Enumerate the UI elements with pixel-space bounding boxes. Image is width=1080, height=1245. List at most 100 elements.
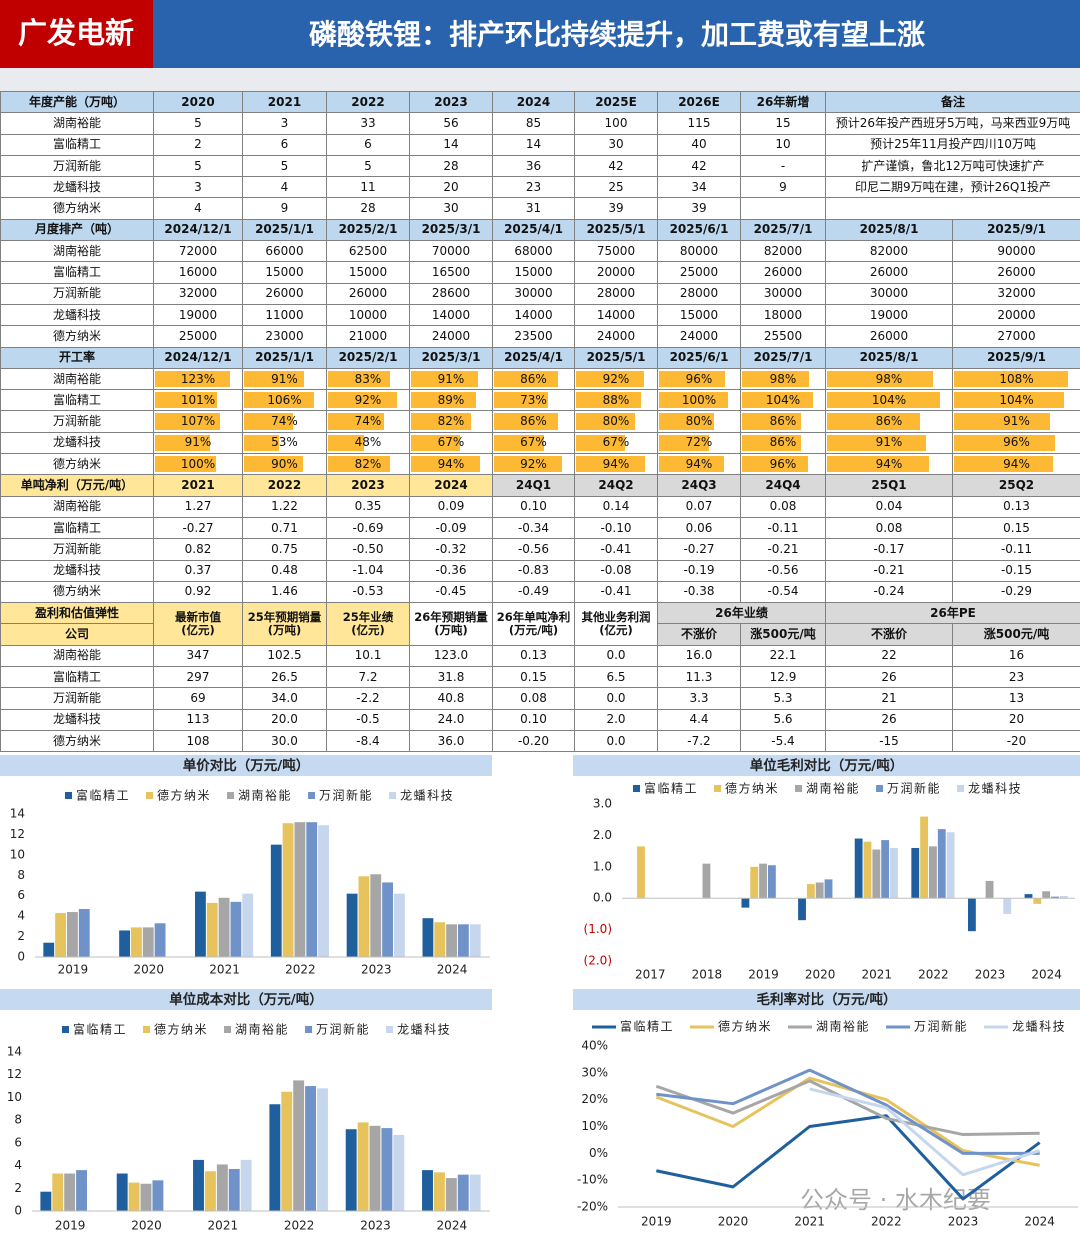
- cell: 0.08: [740, 495, 826, 518]
- legend-label: 湖南裕能: [238, 788, 292, 803]
- data-row: 富临精工 2 6 6 14 14 30 40 10 预计25年11月投产四川10万吨: [0, 133, 1080, 156]
- bar-cell: 80%: [574, 410, 658, 433]
- cell: -15: [825, 729, 953, 753]
- cell: -2.2: [326, 687, 410, 710]
- cell: 10: [740, 133, 826, 156]
- value-label: 106%: [267, 392, 302, 407]
- cell: 19000: [825, 303, 953, 327]
- header-cell: 开工率: [0, 346, 154, 369]
- x-tick-label: 2020: [131, 1219, 162, 1233]
- bar: [369, 1125, 381, 1211]
- cell: 13: [951, 687, 1080, 710]
- bar: [78, 908, 90, 957]
- y-tick-label: 8: [14, 1113, 22, 1127]
- bar: [946, 832, 955, 899]
- data-row: 湖南裕能 5 3 33 56 85 100 115 15 预计26年投产西班牙5万吨，马来西亚9万…: [0, 112, 1080, 135]
- cell: 23: [951, 666, 1080, 689]
- x-tick-label: 2022: [918, 968, 949, 982]
- bar: [306, 822, 318, 957]
- page-title: 磷酸铁锂：排产环比持续提升，加工费或有望上涨: [309, 18, 925, 51]
- data-bar: [742, 370, 809, 388]
- data-bar: [494, 456, 562, 473]
- cell: 0.92: [153, 580, 243, 604]
- bar: [929, 846, 937, 899]
- cell: -0.27: [657, 538, 741, 561]
- cell: 1.22: [242, 495, 327, 518]
- bar: [767, 865, 776, 899]
- data-bar: [954, 413, 1051, 430]
- cell: 0.0: [574, 687, 658, 710]
- bar: [43, 942, 55, 957]
- bar-cell: 86%: [492, 367, 575, 391]
- cell: 3: [242, 112, 327, 135]
- x-tick-label: 2023: [360, 1219, 391, 1233]
- data-bar: [742, 434, 801, 452]
- x-tick-label: 2019: [58, 963, 89, 977]
- bar-cell: 96%: [951, 431, 1080, 455]
- cell: 预计25年11月投产四川10万吨: [824, 133, 1080, 156]
- cell: 龙蟠科技: [0, 708, 154, 731]
- data-bar: [576, 392, 641, 409]
- cell: 69: [153, 687, 243, 710]
- cell: 16: [951, 644, 1080, 668]
- cell: 0.0: [574, 729, 658, 753]
- bar: [381, 1128, 393, 1211]
- value-label: 91%: [184, 435, 212, 450]
- bar-cell: 74%: [326, 410, 410, 433]
- cell: -0.19: [657, 559, 741, 582]
- data-row: 富临精工 -0.27 0.71 -0.69 -0.09 -0.34 -0.10 0.06 -0.…: [0, 516, 1080, 540]
- cell: 0.10: [492, 708, 575, 731]
- bar: [967, 898, 976, 932]
- legend-label: 龙蟠科技: [1012, 1020, 1066, 1034]
- header-cell: 涨500元/吨: [951, 623, 1080, 646]
- cell: 龙蟠科技: [0, 176, 154, 199]
- cell: 万润新能: [0, 410, 154, 433]
- cell: 2.0: [574, 708, 658, 731]
- cell: 19000: [153, 303, 243, 327]
- header-row: 月度排产（吨） 2024/12/1 2025/1/1 2025/2/1 2025/3/1…: [0, 218, 1080, 242]
- value-label: 83%: [354, 371, 382, 386]
- data-bar: [827, 370, 934, 388]
- cell: 102.5: [242, 644, 327, 668]
- bar: [815, 882, 824, 899]
- header-cell: 26年预期销量 (万吨): [409, 602, 493, 646]
- cell: -0.27: [153, 516, 243, 540]
- header-cell: 2022: [242, 474, 327, 497]
- y-tick-label: 30%: [581, 1065, 608, 1079]
- cell: -0.50: [326, 538, 410, 561]
- cell: 30000: [740, 282, 826, 305]
- cell: 40.8: [409, 687, 493, 710]
- cell: 23500: [492, 325, 575, 348]
- header-cell: 2025/7/1: [740, 218, 826, 242]
- value-label: 86%: [769, 435, 797, 450]
- cell: 0.13: [492, 644, 575, 668]
- y-tick-label: 10: [7, 1090, 22, 1104]
- cell: -0.21: [740, 538, 826, 561]
- header-row: 年度产能（万吨） 2020 2021 2022 2023 2024 2025E 2026E 26…: [0, 90, 1080, 114]
- data-row: 德方纳米 25000 23000 21000 24000 23500 24000 24000 2…: [0, 325, 1080, 348]
- bar-cell: 91%: [153, 431, 243, 455]
- bar-cell: 90%: [242, 453, 327, 476]
- cell: 24000: [574, 325, 658, 348]
- cell: 富临精工: [0, 666, 154, 689]
- cell: 龙蟠科技: [0, 559, 154, 582]
- cell: 22: [825, 644, 953, 668]
- bar: [294, 822, 306, 957]
- cell: -0.11: [951, 538, 1080, 561]
- bar-cell: 94%: [951, 453, 1080, 476]
- legend-swatch: [876, 785, 884, 792]
- bar: [750, 866, 759, 899]
- value-label: 94%: [875, 456, 903, 471]
- header-cell: 25年业绩 (亿元): [326, 602, 410, 646]
- header-cell: 年度产能（万吨）: [0, 90, 154, 114]
- cell: 富临精工: [0, 261, 154, 284]
- cell: 18000: [740, 303, 826, 327]
- brand-box: [0, 0, 153, 68]
- cell: 6.5: [574, 666, 658, 689]
- data-bar: [742, 392, 813, 409]
- cell: 德方纳米: [0, 453, 154, 476]
- y-tick-label: 0.0: [593, 891, 612, 905]
- cell: 0.04: [825, 495, 953, 518]
- header-row: 开工率 2024/12/1 2025/1/1 2025/2/1 2025/3/1 2025…: [0, 346, 1080, 369]
